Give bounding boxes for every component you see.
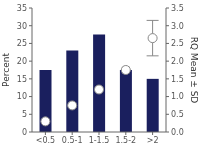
svg-text:3.0: 3.0 bbox=[171, 22, 184, 31]
svg-text:0: 0 bbox=[22, 128, 27, 137]
svg-text:2.0: 2.0 bbox=[171, 57, 184, 66]
svg-text:15: 15 bbox=[17, 75, 27, 84]
svg-text:>2: >2 bbox=[147, 136, 159, 145]
svg-text:30: 30 bbox=[17, 22, 27, 31]
svg-text:1.5-2: 1.5-2 bbox=[115, 136, 136, 145]
svg-text:3.5: 3.5 bbox=[171, 4, 184, 13]
svg-text:2.5: 2.5 bbox=[171, 39, 184, 48]
svg-text:Percent: Percent bbox=[8, 53, 11, 87]
svg-text:20: 20 bbox=[17, 57, 27, 66]
svg-text:25: 25 bbox=[17, 39, 27, 48]
svg-text:1-1.5: 1-1.5 bbox=[89, 136, 110, 145]
svg-text:35: 35 bbox=[17, 4, 27, 13]
svg-text:0.0: 0.0 bbox=[171, 128, 184, 137]
svg-text:1.0: 1.0 bbox=[171, 92, 184, 101]
svg-text:<0.5: <0.5 bbox=[36, 136, 55, 145]
svg-text:0.5: 0.5 bbox=[171, 110, 184, 119]
svg-text:0.5-1: 0.5-1 bbox=[62, 136, 83, 145]
svg-text:5: 5 bbox=[22, 110, 27, 119]
svg-text:1.5: 1.5 bbox=[171, 75, 184, 84]
svg-text:10: 10 bbox=[17, 92, 27, 101]
svg-text:RQ Mean ± SD: RQ Mean ± SD bbox=[189, 37, 192, 104]
